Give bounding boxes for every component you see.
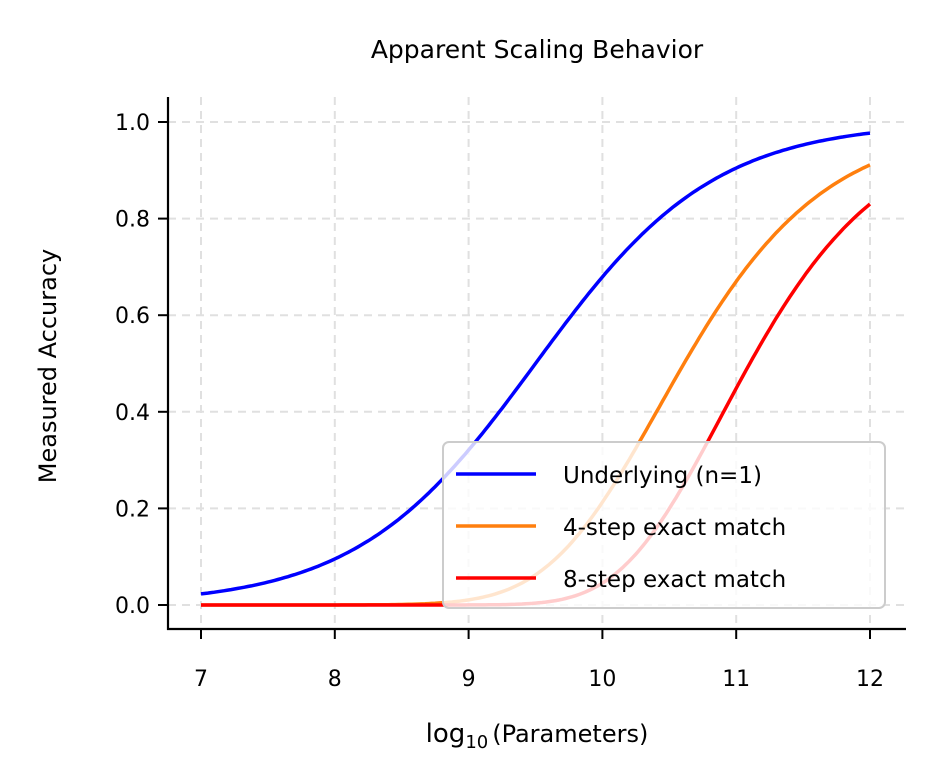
y-tick-label: 0.6 xyxy=(115,304,150,329)
y-tick-label: 1.0 xyxy=(115,111,150,136)
legend: Underlying (n=1) 4-step exact match 8-step… xyxy=(442,441,886,609)
legend-label: 8-step exact match xyxy=(563,567,786,593)
x-tick-label: 10 xyxy=(588,667,616,692)
x-tick-label: 8 xyxy=(328,667,342,692)
y-tick-label: 0.8 xyxy=(115,208,150,233)
x-tick-label: 12 xyxy=(856,667,884,692)
y-axis-label: Measured Accuracy xyxy=(34,249,62,483)
y-tick-label: 0.4 xyxy=(115,401,150,426)
legend-label: Underlying (n=1) xyxy=(563,463,762,489)
chart-title: Apparent Scaling Behavior xyxy=(371,35,704,64)
x-tick-label: 7 xyxy=(194,667,208,692)
x-axis-ticks: 7 8 9 10 11 12 xyxy=(194,629,884,692)
y-axis-ticks: 0.0 0.2 0.4 0.6 0.8 1.0 xyxy=(115,111,168,619)
legend-label: 4-step exact match xyxy=(563,515,786,541)
axes xyxy=(166,97,906,631)
x-tick-label: 9 xyxy=(462,667,476,692)
series-line xyxy=(200,131,871,596)
x-axis-label: log10 (Parameters) xyxy=(426,719,649,753)
y-tick-label: 0.0 xyxy=(115,594,150,619)
x-tick-label: 11 xyxy=(722,667,750,692)
y-tick-label: 0.2 xyxy=(115,497,150,522)
